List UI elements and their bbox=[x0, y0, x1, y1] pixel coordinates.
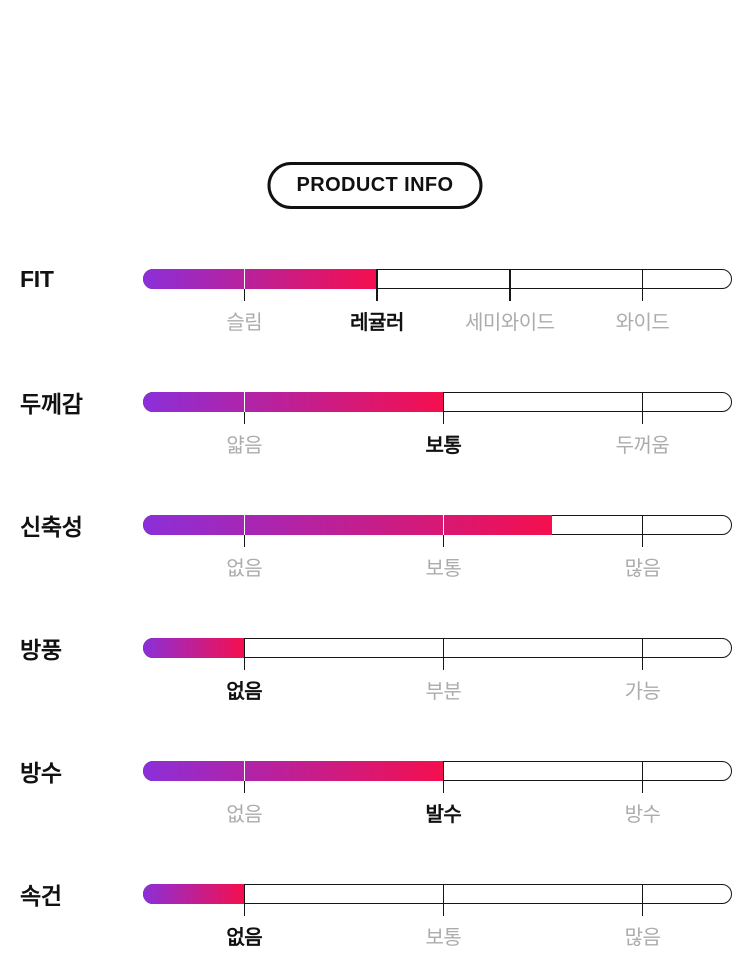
scale-label-active: 발수 bbox=[425, 804, 462, 826]
tick-mark-below bbox=[243, 904, 246, 916]
scale-label: 두꺼움 bbox=[615, 435, 670, 457]
attr-title: FIT bbox=[20, 265, 54, 292]
tick-mark-below bbox=[641, 289, 644, 301]
rating-bar: 없음 보통 많음 bbox=[143, 515, 732, 580]
rating-bar: 없음 발수 방수 bbox=[143, 761, 732, 826]
tick-mark bbox=[243, 392, 246, 412]
rating-bar: 없음 보통 많음 bbox=[143, 884, 732, 949]
tick-mark bbox=[509, 269, 511, 289]
scale-label: 보통 bbox=[425, 558, 462, 580]
scale-label-active: 없음 bbox=[226, 681, 263, 703]
scale-label: 와이드 bbox=[615, 312, 670, 334]
tick-mark-below bbox=[641, 904, 644, 916]
tick-mark bbox=[442, 515, 445, 535]
tick-mark-below bbox=[442, 781, 445, 793]
scale-label: 많음 bbox=[624, 927, 661, 949]
tick-mark-below bbox=[442, 904, 445, 916]
tick-mark-below bbox=[243, 412, 246, 424]
tick-mark-below bbox=[442, 535, 445, 547]
scale-label-active: 레귤러 bbox=[350, 312, 404, 334]
tick-mark-below bbox=[376, 289, 378, 301]
tick-mark-below bbox=[243, 535, 246, 547]
tick-mark bbox=[243, 761, 246, 781]
rating-bar: 얇음 보통 두꺼움 bbox=[143, 392, 732, 457]
attr-title: 속건 bbox=[20, 883, 62, 909]
tick-mark bbox=[442, 392, 445, 412]
tick-mark-below bbox=[243, 289, 246, 301]
product-attr-row: 방수 없음 발수 방수 bbox=[0, 760, 750, 843]
tick-mark bbox=[442, 638, 445, 658]
tick-mark bbox=[442, 884, 445, 904]
tick-mark bbox=[641, 269, 644, 289]
tick-mark bbox=[641, 638, 644, 658]
scale-label: 없음 bbox=[226, 804, 263, 826]
rating-bar-fill bbox=[143, 884, 245, 904]
attr-title: 방수 bbox=[20, 760, 62, 786]
rating-bar-fill bbox=[143, 269, 377, 289]
tick-mark-below bbox=[243, 781, 246, 793]
tick-mark bbox=[243, 638, 246, 658]
scale-label-active: 보통 bbox=[425, 435, 462, 457]
rating-bar-fill bbox=[143, 392, 444, 412]
tick-mark-below bbox=[641, 535, 644, 547]
tick-mark-below bbox=[243, 658, 246, 670]
scale-label: 슬림 bbox=[226, 312, 263, 334]
scale-label: 많음 bbox=[624, 558, 661, 580]
scale-label: 없음 bbox=[226, 558, 263, 580]
tick-mark bbox=[243, 884, 246, 904]
product-attr-row: 두께감 얇음 보통 두꺼움 bbox=[0, 391, 750, 474]
scale-label: 가능 bbox=[624, 681, 661, 703]
attr-title: 두께감 bbox=[20, 391, 83, 417]
tick-mark bbox=[442, 761, 445, 781]
scale-label: 방수 bbox=[624, 804, 661, 826]
tick-mark-below bbox=[641, 781, 644, 793]
tick-mark bbox=[641, 515, 644, 535]
attr-title: 방풍 bbox=[20, 637, 62, 663]
tick-mark bbox=[641, 761, 644, 781]
tick-mark-below bbox=[509, 289, 511, 301]
tick-mark bbox=[243, 269, 246, 289]
product-attr-row: 속건 없음 보통 많음 bbox=[0, 883, 750, 966]
product-attr-row: 신축성 없음 보통 많음 bbox=[0, 514, 750, 597]
attr-title: 신축성 bbox=[20, 514, 83, 540]
scale-label: 세미와이드 bbox=[465, 312, 555, 334]
rating-bar: 슬림 레귤러 세미와이드 와이드 bbox=[143, 269, 732, 334]
tick-mark-below bbox=[442, 658, 445, 670]
rating-bar-fill bbox=[143, 761, 444, 781]
tick-mark-below bbox=[641, 412, 644, 424]
tick-mark bbox=[641, 392, 644, 412]
tick-mark-below bbox=[442, 412, 445, 424]
rating-bar-fill bbox=[143, 515, 553, 535]
tick-mark bbox=[243, 515, 246, 535]
product-attr-row: 방풍 없음 부분 가능 bbox=[0, 637, 750, 720]
tick-mark bbox=[376, 269, 378, 289]
tick-mark-below bbox=[641, 658, 644, 670]
rating-bar: 없음 부분 가능 bbox=[143, 638, 732, 703]
scale-label: 얇음 bbox=[226, 435, 263, 457]
scale-label-active: 없음 bbox=[226, 927, 263, 949]
scale-label: 보통 bbox=[425, 927, 462, 949]
rating-bar-fill bbox=[143, 638, 245, 658]
product-attr-row: FIT 슬림 레귤러 세미와이드 와이드 bbox=[0, 265, 750, 351]
scale-label: 부분 bbox=[425, 681, 462, 703]
tick-mark bbox=[641, 884, 644, 904]
product-info-badge: PRODUCT INFO bbox=[267, 162, 483, 209]
